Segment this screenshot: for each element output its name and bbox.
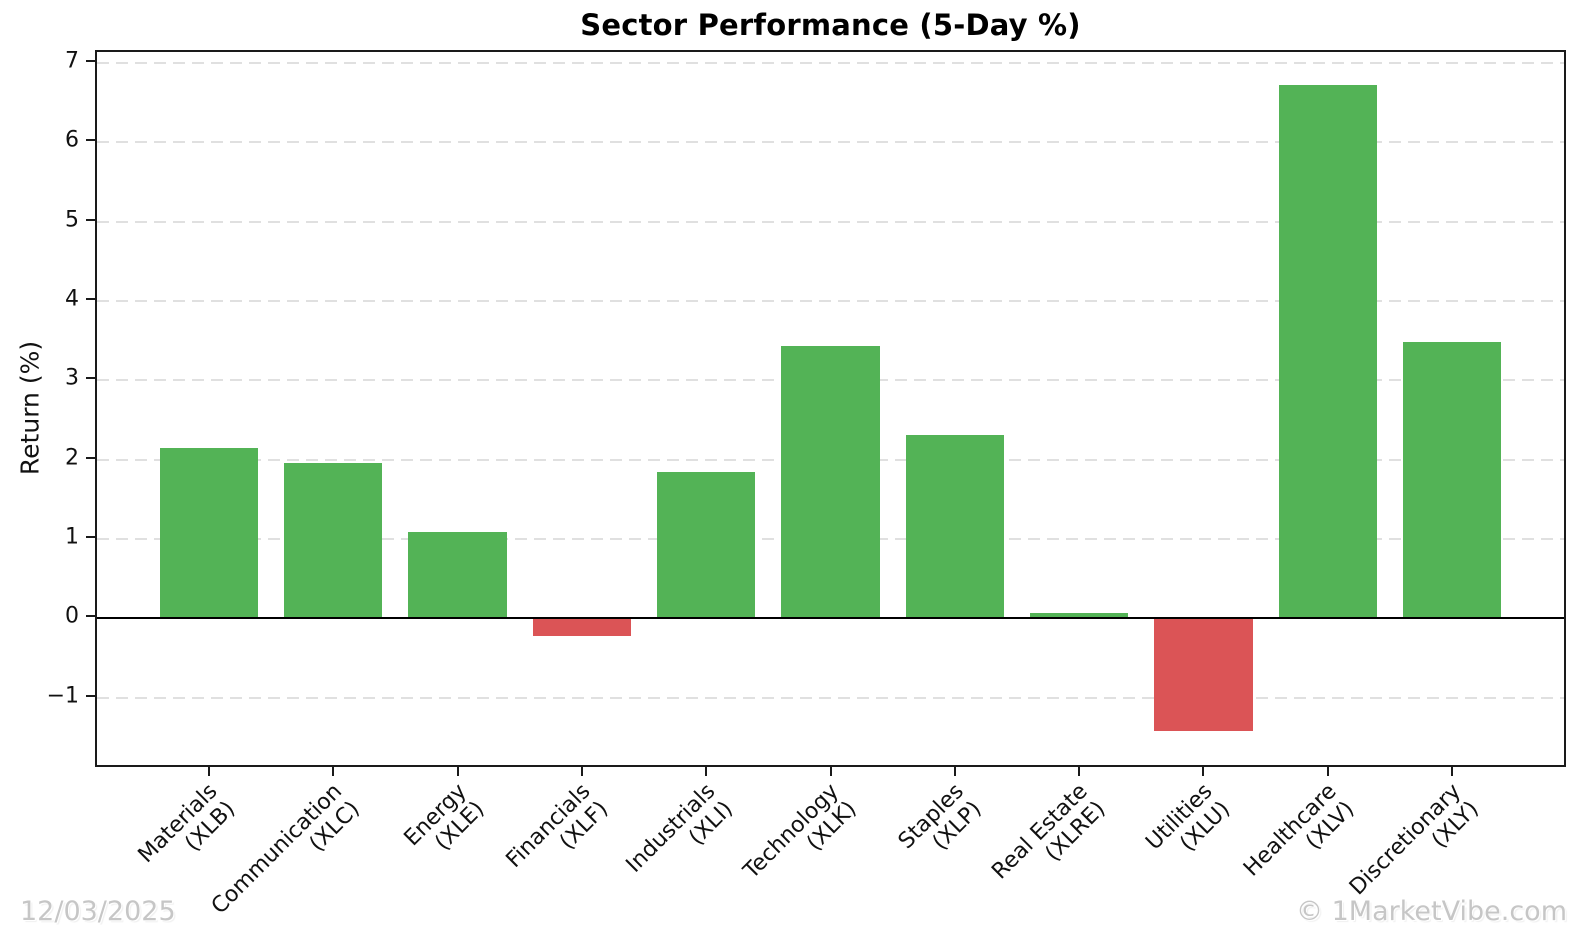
y-tick-label: −1 [46,683,79,709]
y-tick-label: 5 [65,207,79,233]
plot-area [95,50,1566,767]
y-tick-mark [86,377,95,380]
gridline-y--1 [97,696,1564,699]
bar-staples [905,435,1004,619]
bar-healthcare [1278,84,1377,619]
x-tick-mark [332,767,335,776]
bar-materials [159,447,258,619]
x-tick-mark [829,767,832,776]
x-tick-label-xlc: Communication (XLC) [206,779,365,920]
y-tick-label: 0 [65,603,79,629]
y-tick-label: 4 [65,286,79,312]
bar-utilities [1154,618,1253,731]
gridline-y-4 [97,300,1564,303]
zero-line [97,617,1564,620]
x-tick-mark [953,767,956,776]
x-tick-mark [1202,767,1205,776]
bar-energy [408,531,507,619]
x-tick-mark [1078,767,1081,776]
y-tick-mark [86,456,95,459]
bar-financials [532,618,631,636]
y-tick-mark [86,535,95,538]
credit-watermark: © 1MarketVibe.com [1296,896,1567,927]
bar-industrials [657,472,756,619]
x-tick-label-xlre: Real Estate (XLRE) [987,779,1111,885]
y-tick-mark [86,615,95,618]
bar-real-estate [1030,612,1129,619]
x-tick-label-xle: Energy (XLE) [399,779,489,856]
x-tick-mark [456,767,459,776]
x-tick-label-xlu: Utilities (XLU) [1140,779,1235,857]
y-tick-label: 3 [65,365,79,391]
bar-discretionary [1403,342,1502,619]
bar-technology [781,346,880,619]
y-tick-mark [86,60,95,63]
y-tick-mark [86,218,95,221]
x-tick-mark [1451,767,1454,776]
chart-title: Sector Performance (5-Day %) [580,8,1081,42]
gridline-y-7 [97,62,1564,65]
x-tick-label-xlp: Staples (XLP) [893,779,987,856]
date-watermark: 12/03/2025 [20,896,176,927]
x-tick-label-xlb: Materials (XLB) [133,779,241,868]
x-tick-mark [207,767,210,776]
x-tick-label-xlv: Healthcare (XLV) [1238,779,1360,882]
y-tick-label: 6 [65,127,79,153]
x-tick-mark [580,767,583,776]
gridline-y-5 [97,220,1564,223]
x-tick-mark [1326,767,1329,776]
x-tick-mark [705,767,708,776]
y-tick-label: 1 [65,524,79,550]
y-tick-mark [86,139,95,142]
y-tick-mark [86,298,95,301]
x-tick-label-xlk: Technology (XLK) [739,779,862,884]
y-tick-mark [86,694,95,697]
bar-communication [284,462,383,619]
y-tick-label: 2 [65,445,79,471]
gridline-y-6 [97,141,1564,144]
y-tick-label: 7 [65,48,79,74]
x-tick-label-xli: Industrials (XLI) [621,779,738,878]
x-tick-label-xlf: Financials (XLF) [501,779,614,873]
